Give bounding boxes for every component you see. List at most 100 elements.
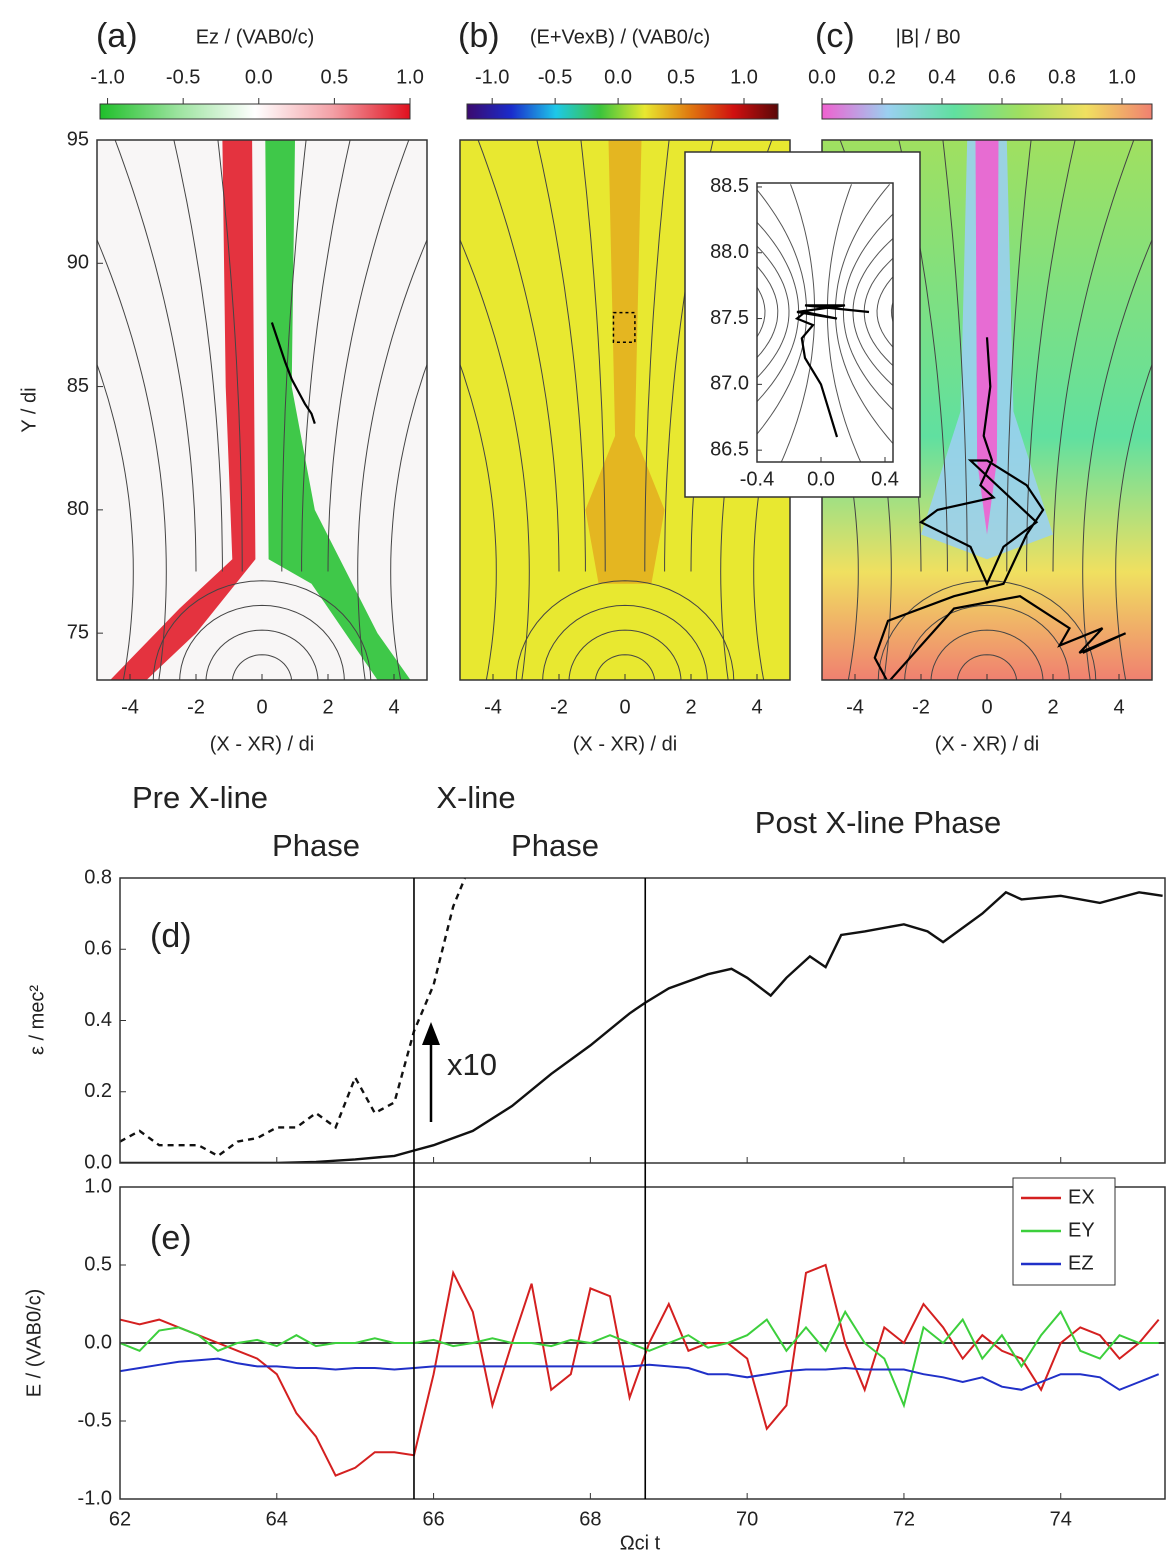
y-tick-label: 85 bbox=[67, 375, 89, 397]
field-line bbox=[757, 286, 766, 338]
x-tick-label: -0.4 bbox=[740, 468, 774, 490]
y-tick-label: -0.5 bbox=[78, 1409, 112, 1431]
trajectory bbox=[873, 337, 1127, 680]
field-line-series bbox=[120, 1309, 1159, 1409]
trajectory bbox=[270, 322, 316, 424]
x-axis-label: (X - XR) / di bbox=[573, 733, 677, 755]
field-line bbox=[205, 629, 319, 680]
arrow-head bbox=[422, 1022, 440, 1045]
field-line bbox=[842, 213, 893, 411]
colorbar-tick-label: 0.5 bbox=[667, 66, 695, 88]
field-line bbox=[515, 580, 735, 680]
field-line bbox=[1082, 238, 1152, 680]
ez-region bbox=[110, 140, 256, 680]
phase-label: Phase bbox=[511, 828, 599, 863]
field-line bbox=[580, 140, 606, 572]
energy-line bbox=[120, 890, 1163, 1163]
colorbar-tick-label: 1.0 bbox=[396, 66, 424, 88]
field-line bbox=[231, 654, 293, 680]
panel-label: (d) bbox=[150, 917, 192, 955]
field-line bbox=[173, 140, 223, 572]
colorbar-tick-label: -1.0 bbox=[475, 66, 509, 88]
x-tick-label: -2 bbox=[912, 696, 930, 718]
y-tick-label: 1.0 bbox=[84, 1175, 112, 1197]
colorbar-tick-label: 0.8 bbox=[1048, 66, 1076, 88]
field-line bbox=[179, 604, 345, 680]
x-tick-label: 70 bbox=[736, 1508, 758, 1530]
y-tick-label: 95 bbox=[67, 128, 89, 150]
y-tick-label: 0.8 bbox=[84, 866, 112, 888]
field-line bbox=[1006, 140, 1032, 572]
field-line-series bbox=[120, 1357, 1160, 1391]
field-line bbox=[1026, 140, 1076, 572]
field-line bbox=[863, 257, 893, 367]
center-streak bbox=[585, 140, 665, 584]
x-tick-label: -2 bbox=[187, 696, 205, 718]
y-tick-label: 0.5 bbox=[84, 1253, 112, 1275]
x-tick-label: 0.4 bbox=[871, 468, 899, 490]
colorbar-tick-label: 0.0 bbox=[245, 66, 273, 88]
colorbar-label: |B| / B0 bbox=[896, 26, 961, 48]
legend-label: EY bbox=[1068, 1219, 1095, 1241]
background bbox=[97, 140, 427, 680]
phase-label: Post X-line Phase bbox=[755, 805, 1001, 840]
colorbar-tick-label: -0.5 bbox=[166, 66, 200, 88]
field-line bbox=[1115, 362, 1152, 680]
field-line bbox=[930, 629, 1044, 680]
x-axis-label: Ωci t bbox=[620, 1532, 661, 1554]
y-tick-label: 87.0 bbox=[710, 373, 749, 395]
x-tick-label: 64 bbox=[266, 1508, 288, 1530]
y-tick-label: 0.2 bbox=[84, 1080, 112, 1102]
zoom-box bbox=[612, 311, 636, 343]
colorbar-tick-label: 1.0 bbox=[730, 66, 758, 88]
x-tick-label: 68 bbox=[579, 1508, 601, 1530]
legend-label: EZ bbox=[1068, 1252, 1094, 1274]
inset-plot bbox=[757, 183, 893, 462]
x-tick-label: -2 bbox=[550, 696, 568, 718]
field-line bbox=[568, 629, 682, 680]
x-axis-label: (X - XR) / di bbox=[935, 733, 1039, 755]
x-tick-label: 4 bbox=[1113, 696, 1124, 718]
trajectory bbox=[794, 304, 870, 438]
plot-frame bbox=[756, 182, 894, 463]
field-line-series bbox=[120, 1263, 1160, 1477]
legend-label: EX bbox=[1068, 1186, 1095, 1208]
field-line bbox=[757, 221, 800, 403]
colorbar-tick-label: 0.6 bbox=[988, 66, 1016, 88]
x-tick-label: 2 bbox=[685, 696, 696, 718]
x-tick-label: 72 bbox=[893, 1508, 915, 1530]
panel-label: (c) bbox=[815, 17, 855, 55]
field-line bbox=[834, 183, 893, 445]
low-b-core bbox=[975, 140, 999, 535]
x-tick-label: 2 bbox=[322, 696, 333, 718]
field-line bbox=[357, 238, 427, 680]
colorbar-tick-label: 0.2 bbox=[868, 66, 896, 88]
x-tick-label: -4 bbox=[121, 696, 139, 718]
field-series-plot bbox=[120, 1263, 1165, 1477]
panel-label: (a) bbox=[96, 17, 138, 55]
colorbar bbox=[821, 103, 1153, 120]
field-line bbox=[536, 140, 586, 572]
field-line bbox=[942, 140, 968, 572]
field-line bbox=[114, 140, 197, 572]
x-tick-label: 4 bbox=[388, 696, 399, 718]
colorbar-tick-label: -0.5 bbox=[538, 66, 572, 88]
field-line bbox=[281, 140, 307, 572]
field-line bbox=[644, 140, 670, 572]
colorbar-tick-label: 0.4 bbox=[928, 66, 956, 88]
field-line bbox=[327, 140, 410, 572]
phase-label: X-line bbox=[436, 780, 515, 815]
field-line bbox=[757, 265, 779, 359]
energy-plot bbox=[120, 878, 1163, 1163]
y-tick-label: 88.5 bbox=[710, 175, 749, 197]
field-line bbox=[460, 362, 497, 680]
x-tick-label: -4 bbox=[846, 696, 864, 718]
field-line bbox=[390, 362, 427, 680]
field-line bbox=[757, 189, 808, 435]
field-line bbox=[826, 184, 862, 462]
y-tick-label: -1.0 bbox=[78, 1487, 112, 1509]
field-line bbox=[460, 238, 530, 680]
y-axis-label: E / (VAB0/c) bbox=[23, 1289, 45, 1398]
colorbar bbox=[466, 103, 779, 120]
